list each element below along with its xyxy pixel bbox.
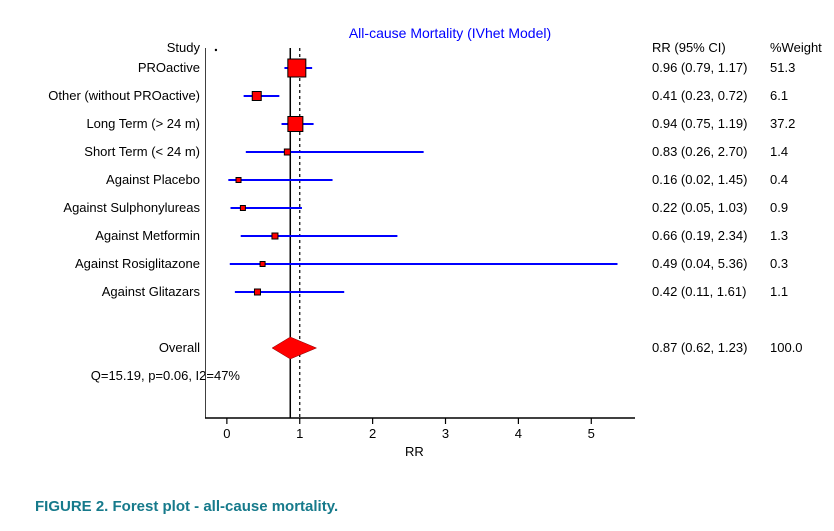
xtick-label: 0	[223, 426, 230, 441]
plot-title: All-cause Mortality (IVhet Model)	[300, 25, 600, 41]
rr-cell: 0.83 (0.26, 2.70)	[652, 144, 747, 159]
forest-plot-svg	[205, 48, 635, 448]
header-rr: RR (95% CI)	[652, 40, 726, 55]
weight-cell: 37.2	[770, 116, 795, 131]
weight-cell: 0.4	[770, 172, 788, 187]
rr-cell: 0.41 (0.23, 0.72)	[652, 88, 747, 103]
weight-cell: 51.3	[770, 60, 795, 75]
xtick-label: 3	[442, 426, 449, 441]
figure-caption: FIGURE 2. Forest plot - all-cause mortal…	[35, 498, 338, 515]
forest-plot-container: All-cause Mortality (IVhet Model) Study …	[0, 0, 834, 531]
study-label: Against Placebo	[10, 172, 200, 187]
weight-cell: 1.4	[770, 144, 788, 159]
rr-cell: 0.66 (0.19, 2.34)	[652, 228, 747, 243]
study-label: PROactive	[10, 60, 200, 75]
rr-cell: 0.16 (0.02, 1.45)	[652, 172, 747, 187]
study-label: Short Term (< 24 m)	[10, 144, 200, 159]
rr-cell: 0.96 (0.79, 1.17)	[652, 60, 747, 75]
weight-cell: 0.3	[770, 256, 788, 271]
weight-cell: 6.1	[770, 88, 788, 103]
header-study: Study	[167, 40, 200, 55]
study-label: Long Term (> 24 m)	[10, 116, 200, 131]
rr-cell: 0.94 (0.75, 1.19)	[652, 116, 747, 131]
study-label: Against Glitazars	[10, 284, 200, 299]
study-label: Against Sulphonylureas	[10, 200, 200, 215]
study-label: Against Metformin	[10, 228, 200, 243]
overall-weight: 100.0	[770, 340, 803, 355]
overall-rr: 0.87 (0.62, 1.23)	[652, 340, 747, 355]
overall-label: Overall	[10, 340, 200, 355]
study-label: Against Rosiglitazone	[10, 256, 200, 271]
header-weight: %Weight	[770, 40, 822, 55]
rr-cell: 0.22 (0.05, 1.03)	[652, 200, 747, 215]
x-axis-label: RR	[405, 444, 424, 459]
xtick-label: 4	[515, 426, 522, 441]
rr-cell: 0.49 (0.04, 5.36)	[652, 256, 747, 271]
rr-cell: 0.42 (0.11, 1.61)	[652, 284, 746, 299]
study-label: Other (without PROactive)	[10, 88, 200, 103]
het-text: Q=15.19, p=0.06, I2=47%	[10, 368, 240, 383]
weight-cell: 0.9	[770, 200, 788, 215]
xtick-label: 1	[296, 426, 303, 441]
xtick-label: 5	[588, 426, 595, 441]
weight-cell: 1.1	[770, 284, 788, 299]
xtick-label: 2	[369, 426, 376, 441]
weight-cell: 1.3	[770, 228, 788, 243]
